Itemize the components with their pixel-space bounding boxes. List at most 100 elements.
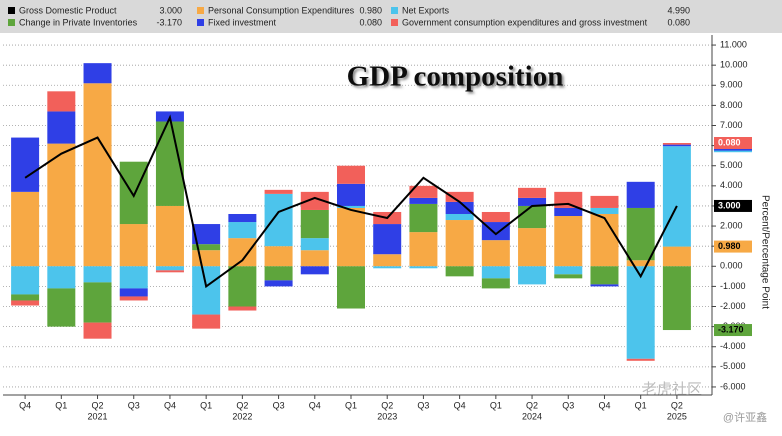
bar: [300, 209, 329, 239]
x-tick-label: Q3: [128, 400, 140, 410]
bar: [554, 191, 583, 208]
bar: [518, 187, 547, 198]
bar: [662, 143, 691, 145]
legend-value: 0.980: [359, 5, 382, 15]
y-axis-label: Percent/Percentage Point: [759, 195, 770, 309]
bar: [590, 207, 619, 214]
bar: [300, 250, 329, 267]
bar: [590, 195, 619, 208]
value-box-label: 3.000: [718, 200, 741, 210]
bar: [337, 266, 365, 309]
x-tick-label: Q4: [454, 400, 466, 410]
x-tick-label: Q4: [309, 400, 321, 410]
y-tick-label: 5.000: [720, 160, 743, 170]
bar: [228, 222, 257, 239]
bar: [662, 246, 691, 267]
bar: [409, 203, 438, 233]
legend-label: Net Exports: [402, 5, 450, 15]
x-year-label: 2023: [377, 411, 397, 421]
x-tick-label: Q3: [273, 400, 285, 410]
bar: [83, 63, 112, 84]
bar: [192, 266, 221, 315]
x-year-label: 2024: [522, 411, 542, 421]
bar: [155, 205, 184, 267]
bar: [228, 213, 257, 223]
bar: [119, 161, 148, 225]
bar: [119, 296, 148, 301]
legend-label: Fixed investment: [208, 17, 277, 27]
bar: [662, 266, 691, 331]
bar: [119, 288, 148, 297]
bar: [11, 191, 40, 267]
bar: [518, 205, 547, 229]
bar: [47, 266, 76, 289]
bar: [300, 266, 329, 275]
x-tick-label: Q1: [635, 400, 647, 410]
x-tick-label: Q2: [92, 400, 104, 410]
bar: [264, 266, 293, 281]
bar: [83, 266, 112, 283]
bar: [481, 266, 510, 279]
x-tick-label: Q1: [490, 400, 502, 410]
bar: [445, 266, 474, 277]
bar: [481, 278, 510, 289]
bar: [337, 205, 365, 208]
x-tick-label: Q4: [164, 400, 176, 410]
bar: [554, 274, 583, 279]
bar: [373, 224, 402, 255]
bar: [373, 266, 402, 269]
bar: [192, 314, 221, 329]
bar: [445, 213, 474, 221]
bar: [83, 322, 112, 339]
bar: [155, 266, 184, 271]
bar: [481, 240, 510, 267]
legend-label: Personal Consumption Expenditures: [208, 5, 355, 15]
bar: [47, 288, 76, 327]
bar: [192, 250, 221, 267]
bar: [409, 232, 438, 267]
bar: [445, 220, 474, 267]
y-tick-label: 7.000: [720, 120, 743, 130]
bar: [300, 191, 329, 210]
y-tick-label: 9.000: [720, 80, 743, 90]
y-tick-label: -1.000: [720, 281, 746, 291]
bar: [83, 83, 112, 267]
legend-value: 0.080: [667, 17, 690, 27]
legend-value: 4.990: [667, 5, 690, 15]
bar: [264, 280, 293, 287]
legend-label: Change in Private Inventories: [19, 17, 138, 27]
bar: [590, 266, 619, 285]
x-year-label: 2025: [667, 411, 687, 421]
bar: [337, 165, 365, 184]
bar: [409, 266, 438, 269]
bar: [626, 266, 655, 359]
bar: [155, 270, 184, 273]
chart-title: GDP composition: [347, 61, 564, 93]
line: [24, 114, 678, 289]
bar: [264, 246, 293, 267]
bar: [554, 266, 583, 275]
legend-swatch: [197, 7, 204, 14]
y-tick-label: 10.000: [720, 60, 748, 70]
bar: [228, 266, 257, 307]
x-year-label: 2022: [232, 411, 252, 421]
legend-value: 0.080: [359, 17, 382, 27]
bar: [264, 193, 293, 247]
bar: [192, 224, 221, 245]
bar: [590, 284, 619, 287]
bar: [409, 197, 438, 204]
bar: [83, 282, 112, 323]
bar: [337, 207, 365, 267]
bar: [445, 191, 474, 202]
y-tick-label: -2.000: [720, 301, 746, 311]
bar: [481, 211, 510, 223]
bar: [337, 183, 365, 206]
bar: [47, 143, 76, 267]
bar: [192, 244, 221, 251]
x-tick-label: Q2: [526, 400, 538, 410]
bar: [626, 260, 655, 267]
bar: [47, 91, 76, 112]
bar: [590, 213, 619, 267]
bar: [626, 207, 655, 261]
x-tick-label: Q2: [236, 400, 248, 410]
